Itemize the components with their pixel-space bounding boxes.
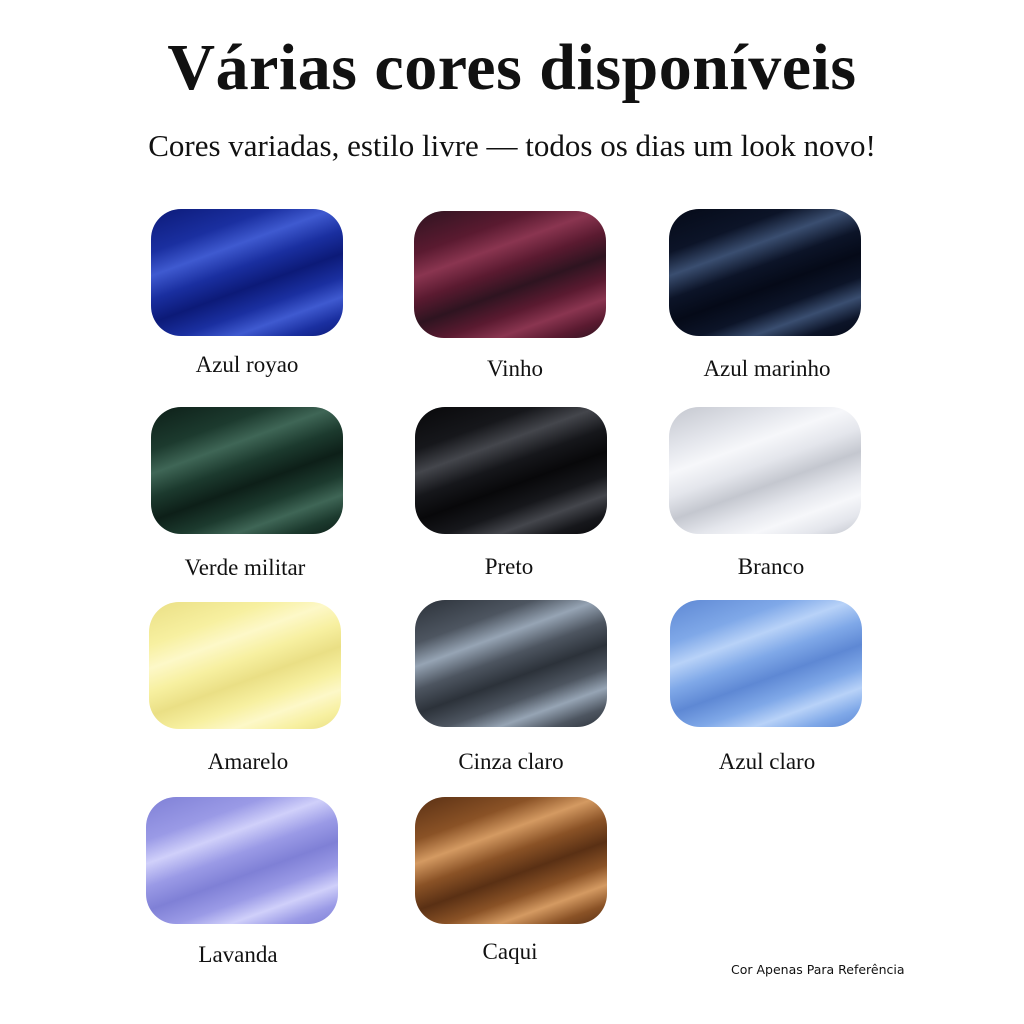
color-swatch[interactable] [415,600,607,727]
color-label: Preto [484,554,534,579]
color-label: Lavanda [198,942,278,967]
color-label: Azul marinho [703,356,831,381]
color-swatch[interactable] [149,602,341,729]
color-swatch[interactable] [415,407,607,534]
color-swatch[interactable] [414,211,606,338]
color-label: Verde militar [184,555,306,580]
reference-note: Cor Apenas Para Referência [731,962,905,977]
color-label: Cinza claro [458,749,564,774]
page-subtitle: Cores variadas, estilo livre — todos os … [148,128,876,163]
color-swatch[interactable] [151,209,343,336]
color-label: Amarelo [207,749,289,774]
color-swatch[interactable] [151,407,343,534]
color-label: Vinho [486,356,544,381]
color-label: Branco [737,554,805,579]
color-label: Caqui [482,939,538,964]
color-swatch[interactable] [669,407,861,534]
color-swatch[interactable] [146,797,338,924]
color-swatch[interactable] [669,209,861,336]
color-swatch[interactable] [415,797,607,924]
color-label: Azul claro [718,749,816,774]
page-title: Várias cores disponíveis [167,31,857,104]
color-swatch[interactable] [670,600,862,727]
color-label: Azul royao [195,352,299,377]
